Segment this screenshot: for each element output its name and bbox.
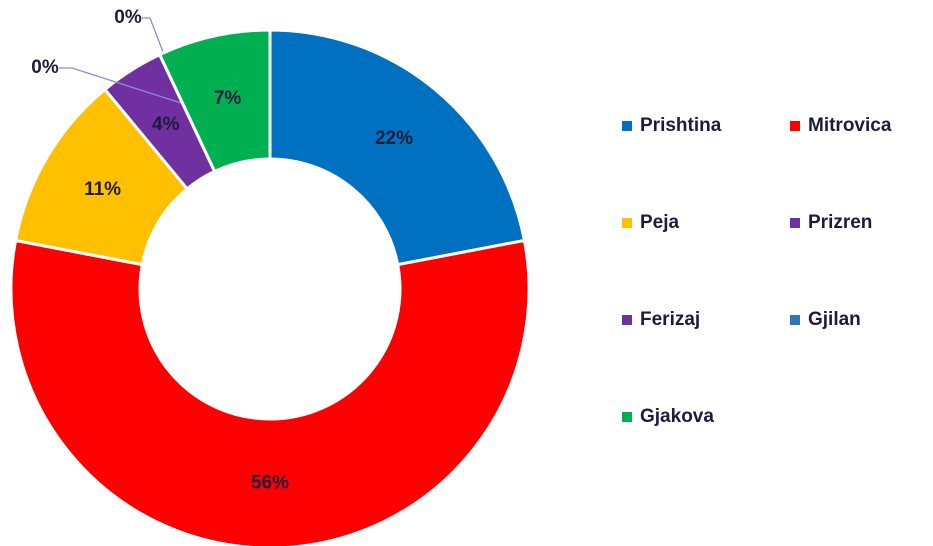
- data-label: 56%: [251, 473, 289, 494]
- donut-slice: [268, 28, 527, 267]
- data-label: 11%: [84, 179, 121, 200]
- legend-label: Mitrovica: [808, 115, 892, 136]
- legend-marker: [790, 121, 800, 131]
- legend-marker: [790, 315, 800, 325]
- donut-slice: [9, 238, 531, 546]
- legend-marker: [622, 315, 632, 325]
- data-label: 22%: [375, 128, 413, 149]
- legend-label: Gjakova: [640, 406, 714, 427]
- legend-label: Gjilan: [808, 309, 861, 330]
- legend-label: Prizren: [808, 212, 872, 233]
- leader-line: [59, 67, 183, 105]
- legend-label: Prishtina: [640, 115, 722, 136]
- data-label: 4%: [152, 114, 180, 135]
- legend-marker: [622, 412, 632, 422]
- legend-marker: [790, 218, 800, 228]
- data-label: 0%: [114, 7, 142, 28]
- legend-label: Ferizaj: [640, 309, 700, 330]
- data-label: 7%: [214, 88, 242, 109]
- data-label: 0%: [31, 57, 59, 78]
- legend-marker: [622, 218, 632, 228]
- legend-label: Peja: [640, 212, 680, 233]
- legend-marker: [622, 121, 632, 131]
- donut-slice: [157, 28, 272, 174]
